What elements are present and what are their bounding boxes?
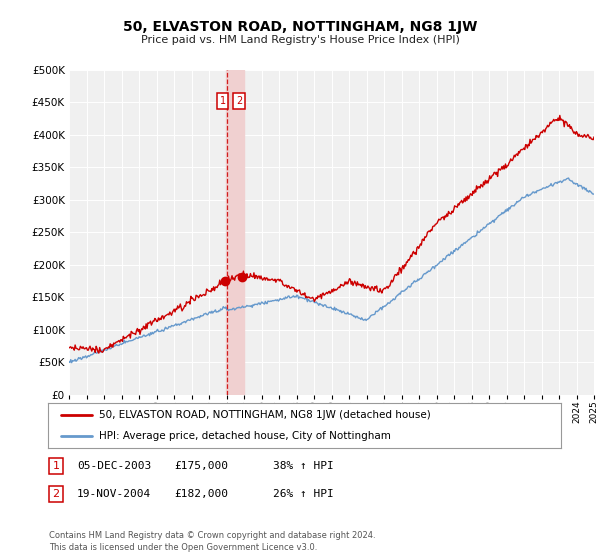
Text: Contains HM Land Registry data © Crown copyright and database right 2024.: Contains HM Land Registry data © Crown c… <box>49 531 376 540</box>
Text: 50, ELVASTON ROAD, NOTTINGHAM, NG8 1JW (detached house): 50, ELVASTON ROAD, NOTTINGHAM, NG8 1JW (… <box>100 410 431 421</box>
Text: £182,000: £182,000 <box>174 489 228 499</box>
Text: 50, ELVASTON ROAD, NOTTINGHAM, NG8 1JW: 50, ELVASTON ROAD, NOTTINGHAM, NG8 1JW <box>123 20 477 34</box>
Text: 38% ↑ HPI: 38% ↑ HPI <box>273 461 334 471</box>
Text: Price paid vs. HM Land Registry's House Price Index (HPI): Price paid vs. HM Land Registry's House … <box>140 35 460 45</box>
Text: 1: 1 <box>220 96 226 106</box>
Text: 26% ↑ HPI: 26% ↑ HPI <box>273 489 334 499</box>
Text: 05-DEC-2003: 05-DEC-2003 <box>77 461 151 471</box>
Text: 2: 2 <box>53 489 59 499</box>
Text: This data is licensed under the Open Government Licence v3.0.: This data is licensed under the Open Gov… <box>49 543 317 552</box>
Text: £175,000: £175,000 <box>174 461 228 471</box>
Text: HPI: Average price, detached house, City of Nottingham: HPI: Average price, detached house, City… <box>100 431 391 441</box>
Text: 1: 1 <box>53 461 59 471</box>
Bar <box>226 70 244 395</box>
Text: 2: 2 <box>236 96 242 106</box>
Text: 19-NOV-2004: 19-NOV-2004 <box>77 489 151 499</box>
